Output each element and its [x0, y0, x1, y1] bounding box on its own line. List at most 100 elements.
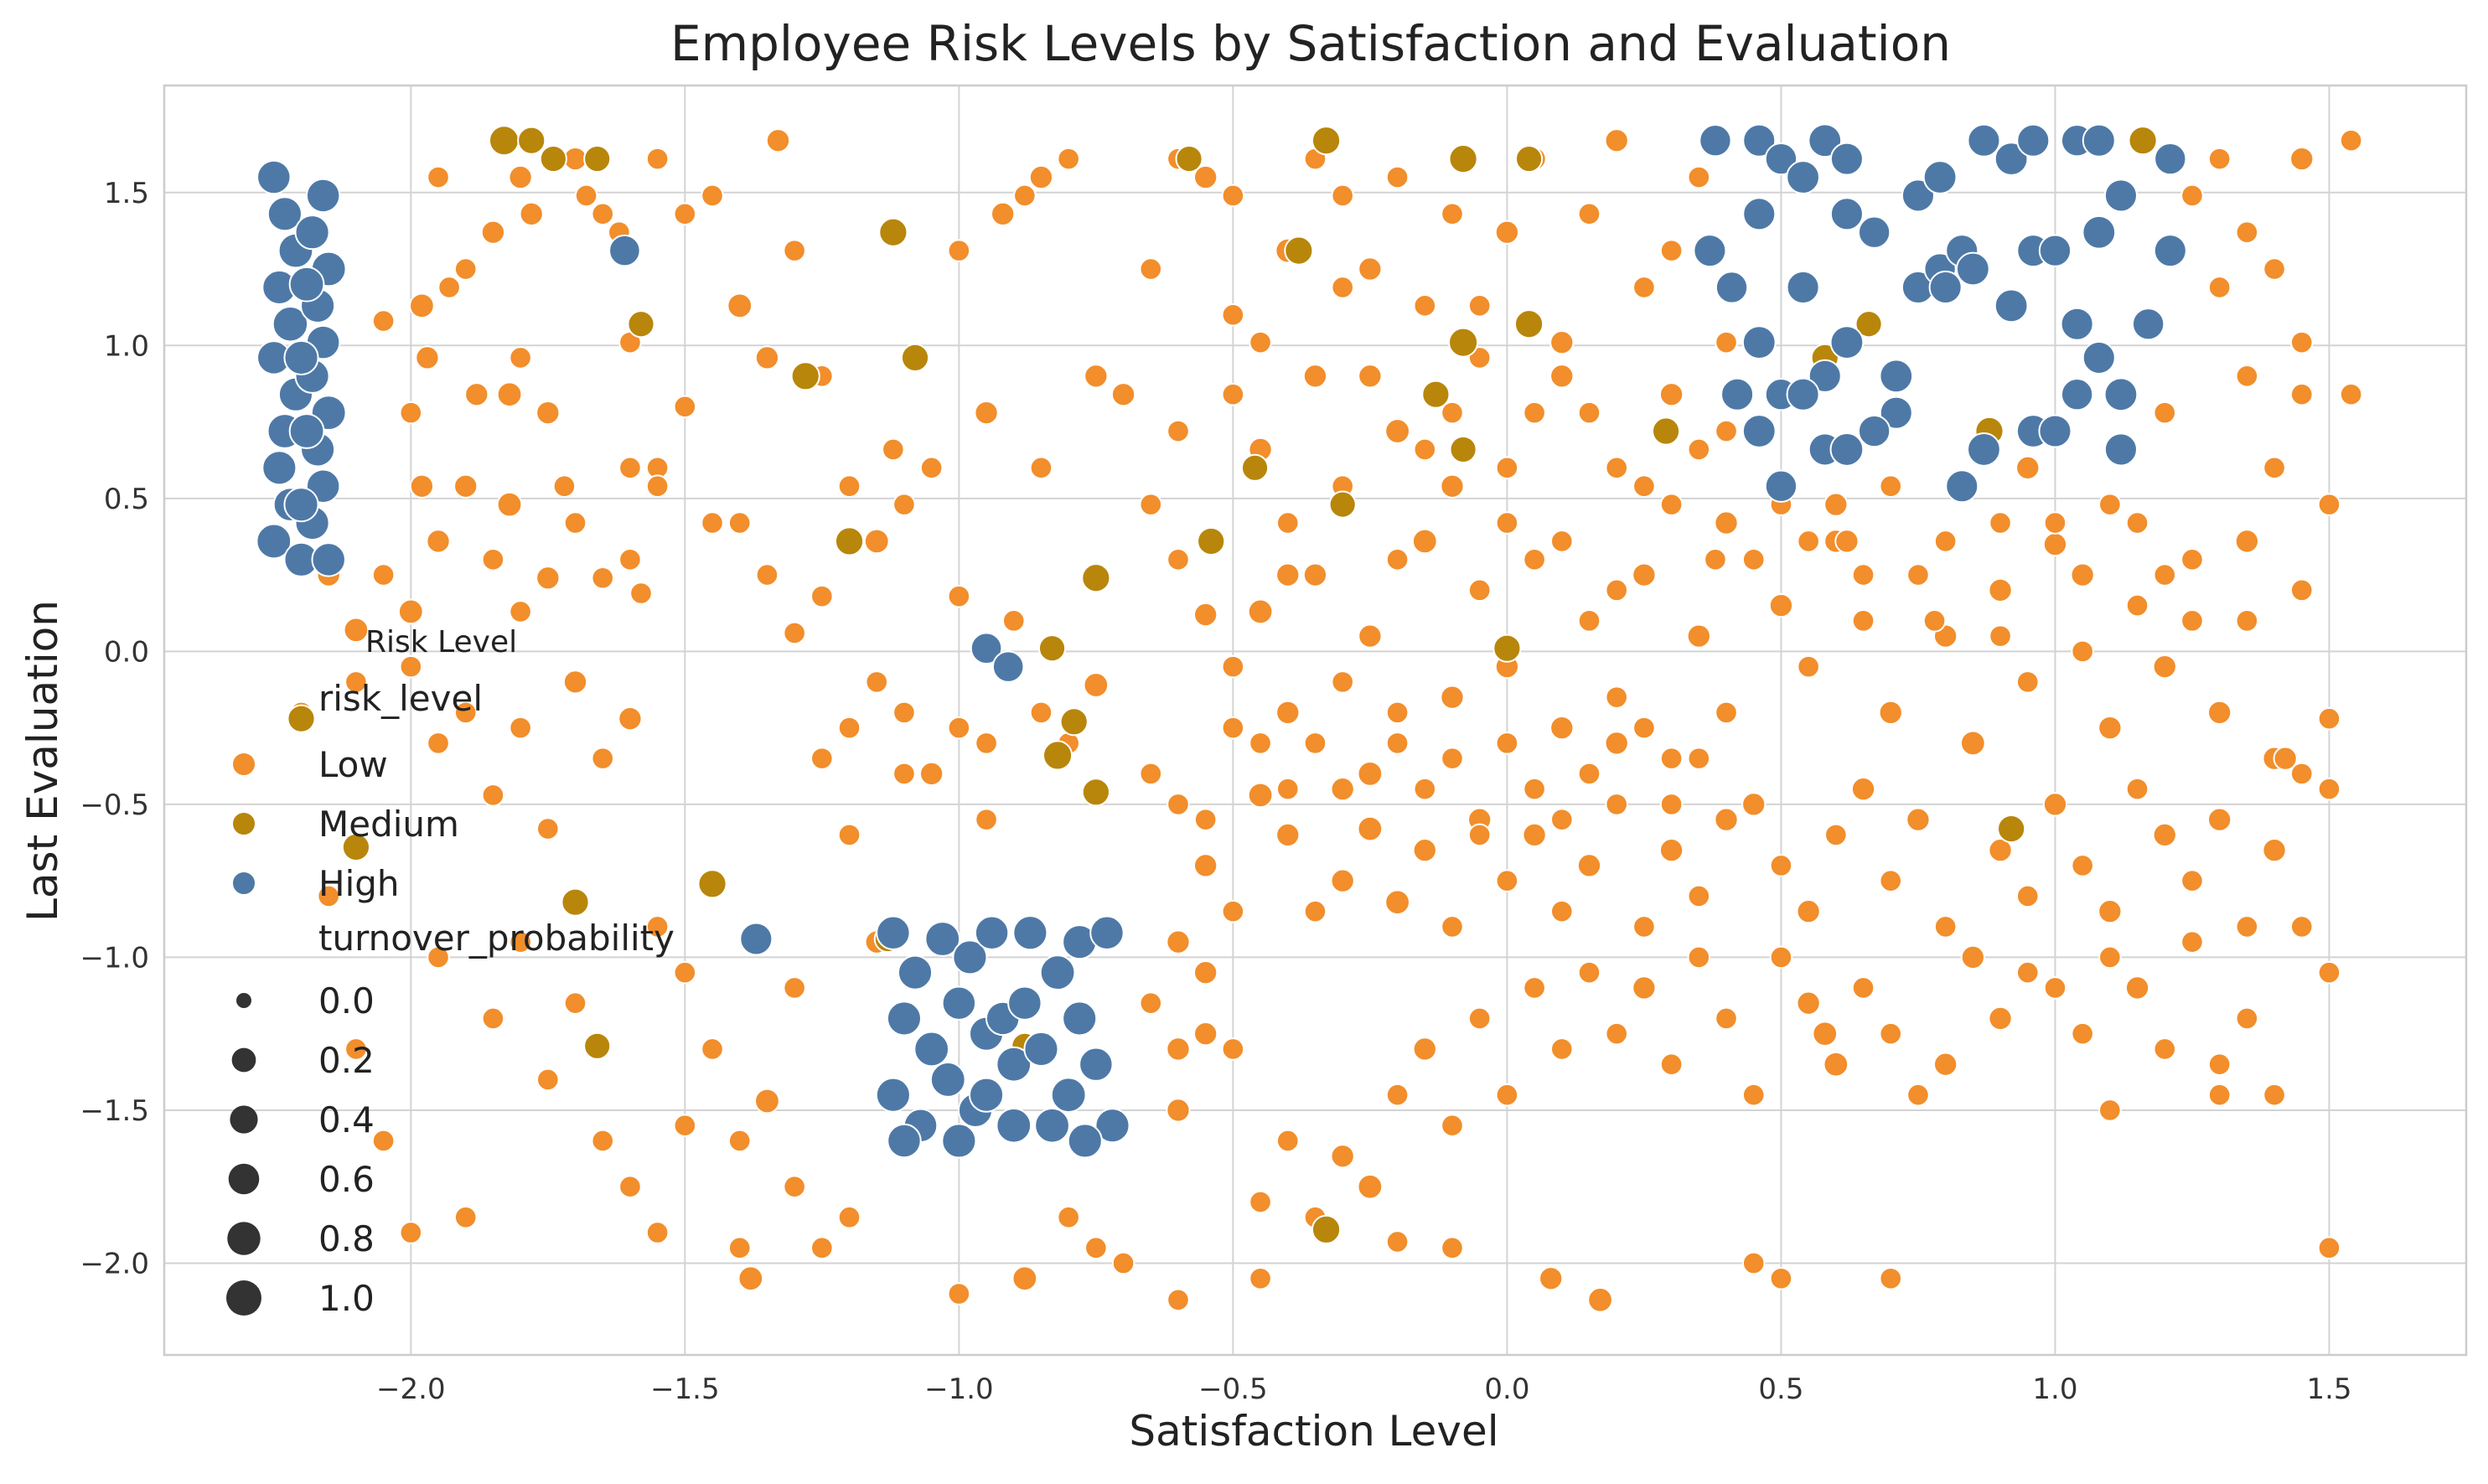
data-point-low [399, 654, 423, 679]
data-point-high [1693, 234, 1727, 268]
data-point-high [1829, 142, 1864, 176]
data-point-low [1441, 202, 1464, 226]
legend-label-low: Low [318, 744, 388, 785]
legend-size-marker [227, 1222, 261, 1255]
data-point-low [1303, 899, 1327, 923]
data-point-low [437, 276, 461, 299]
data-point-high [2082, 123, 2116, 158]
data-point-low [1001, 609, 1026, 633]
legend-marker-medium [231, 811, 256, 836]
data-point-low [919, 456, 944, 480]
data-point-low [2098, 945, 2122, 970]
data-point-high [1786, 270, 1820, 304]
data-point-low [1577, 960, 1601, 985]
data-point-low [1879, 1021, 1903, 1046]
data-point-low [1686, 623, 1711, 649]
data-point-high [2038, 414, 2072, 448]
data-point-low [397, 598, 424, 625]
x-axis-label: Satisfaction Level [1129, 1407, 1498, 1456]
data-point-low [496, 381, 523, 408]
data-point-high [1078, 1047, 1114, 1082]
data-point-low [1714, 807, 1739, 832]
data-point-low [1057, 147, 1080, 171]
chart-title: Employee Risk Levels by Satisfaction and… [670, 15, 1951, 72]
data-point-low [1687, 747, 1711, 770]
data-point-high [941, 985, 977, 1021]
y-tick-label: 0.5 [104, 483, 149, 516]
data-point-low [1605, 578, 1629, 602]
data-point-low [629, 582, 653, 605]
data-point-low [496, 491, 523, 518]
data-point-low [1166, 1098, 1191, 1123]
data-point-low [1605, 456, 1629, 480]
data-point-high [1945, 469, 1979, 504]
data-point-low [1221, 899, 1245, 923]
data-point-low [2153, 401, 2177, 425]
data-point-low [1384, 889, 1410, 916]
data-point-low [2289, 330, 2314, 354]
data-point-low [1385, 1083, 1410, 1107]
data-point-low [1495, 511, 1519, 535]
data-point-high [1094, 1108, 1130, 1144]
data-point-low [1384, 418, 1410, 444]
legend-size-label: 0.0 [318, 980, 375, 1021]
data-point-low [536, 817, 560, 840]
data-point-low [974, 400, 999, 426]
data-point-low [1960, 944, 1986, 970]
data-point-low [765, 128, 791, 153]
data-point-high [1764, 142, 1798, 176]
data-point-high [1829, 197, 1864, 231]
data-point-low [783, 976, 806, 1000]
data-point-medium [1513, 309, 1544, 339]
data-point-low [2273, 746, 2298, 771]
data-point-low [1577, 609, 1601, 633]
data-point-high [1715, 271, 1749, 304]
data-point-medium [1037, 634, 1067, 663]
data-point-low [1659, 747, 1684, 770]
data-point-medium [627, 310, 655, 339]
data-point-low [1028, 164, 1054, 190]
data-point-low [1247, 782, 1274, 809]
data-point-low [1768, 592, 1794, 618]
data-point-high [266, 196, 303, 232]
data-point-medium [1311, 126, 1342, 156]
data-point-low [1412, 1037, 1437, 1062]
data-point-high [924, 921, 961, 957]
data-point-low [1358, 623, 1383, 649]
data-point-low [618, 456, 642, 480]
legend-label-medium: Medium [318, 804, 459, 845]
data-point-low [1029, 701, 1053, 725]
data-point-low [481, 548, 505, 571]
data-point-low [2180, 930, 2204, 954]
data-point-low [1523, 777, 1546, 801]
data-point-low [1275, 700, 1301, 726]
data-point-low [1221, 654, 1245, 679]
x-tick-label: 0.0 [1484, 1373, 1529, 1406]
data-point-low [480, 220, 506, 245]
data-point-low [1933, 530, 1958, 553]
data-point-low [1302, 562, 1328, 587]
data-point-high [1967, 432, 2001, 467]
data-point-low [1166, 419, 1190, 443]
data-point-low [2043, 976, 2067, 1000]
data-point-medium [1515, 145, 1544, 173]
data-point-low [453, 257, 478, 281]
data-point-low [2124, 975, 2150, 1001]
data-point-low [2207, 1052, 2232, 1076]
data-point-high [1967, 123, 2001, 158]
data-point-low [1550, 899, 1574, 923]
data-point-low [810, 584, 834, 608]
data-point-low [1933, 1052, 1958, 1077]
data-point-high [311, 542, 346, 577]
data-point-medium [1284, 235, 1314, 266]
data-point-medium [517, 126, 546, 155]
data-point-low [1796, 899, 1821, 924]
data-point-low [1850, 776, 1876, 802]
data-point-low [755, 563, 779, 587]
legend-hue-entries: Low Medium High [231, 744, 459, 904]
data-point-low [1193, 808, 1218, 831]
data-point-low [1687, 945, 1711, 970]
data-point-low [1549, 330, 1575, 355]
data-point-high [256, 523, 292, 560]
legend-size-label: 1.0 [318, 1278, 375, 1319]
